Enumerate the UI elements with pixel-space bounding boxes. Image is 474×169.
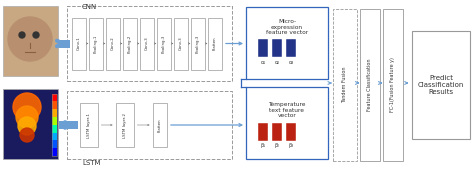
Text: Flatten: Flatten	[158, 118, 162, 132]
Text: β₁: β₁	[261, 143, 265, 149]
Bar	[52, 125, 57, 133]
Bar	[191, 18, 205, 69]
Bar	[67, 6, 232, 81]
Bar	[52, 133, 57, 140]
Bar	[333, 9, 357, 161]
Bar	[360, 9, 380, 161]
Bar	[157, 18, 171, 69]
Circle shape	[20, 128, 34, 142]
Circle shape	[19, 32, 25, 38]
Text: CNN: CNN	[82, 4, 97, 10]
Text: Micro-
expression
feature vector: Micro- expression feature vector	[266, 19, 308, 35]
Circle shape	[13, 93, 41, 121]
Bar	[412, 31, 470, 139]
Bar	[383, 9, 403, 161]
Circle shape	[33, 32, 39, 38]
Bar	[140, 18, 154, 69]
Bar	[3, 6, 58, 76]
Text: Predict
Classification
Results: Predict Classification Results	[418, 75, 464, 95]
Text: Pooling-3: Pooling-3	[162, 34, 166, 53]
Text: Temperature
text feature
vector: Temperature text feature vector	[268, 102, 306, 118]
Bar	[246, 87, 328, 159]
Bar	[52, 148, 57, 156]
Text: α₁: α₁	[260, 59, 265, 65]
Bar	[52, 101, 57, 109]
Bar	[246, 7, 328, 79]
Text: Pooling-1: Pooling-1	[94, 34, 98, 53]
Bar	[106, 18, 120, 69]
Bar	[123, 18, 137, 69]
Bar	[59, 40, 70, 47]
Text: α₂: α₂	[274, 59, 280, 65]
Bar	[272, 123, 282, 141]
Circle shape	[16, 106, 38, 128]
Bar	[286, 39, 296, 57]
Text: FC-1(Fusion Feature y): FC-1(Fusion Feature y)	[391, 58, 395, 112]
Text: LSTM layer-1: LSTM layer-1	[87, 113, 91, 138]
Bar	[52, 94, 57, 156]
Text: β₃: β₃	[289, 143, 293, 149]
Bar	[174, 18, 188, 69]
Text: Pooling-2: Pooling-2	[128, 34, 132, 53]
Text: Tandem Fusion: Tandem Fusion	[343, 67, 347, 103]
Bar	[116, 103, 134, 147]
Bar	[67, 91, 232, 159]
Text: Pooling-3: Pooling-3	[196, 34, 200, 53]
Circle shape	[8, 17, 52, 61]
Circle shape	[18, 117, 36, 135]
Bar	[59, 121, 78, 129]
Bar	[3, 89, 58, 159]
Text: Conv-3: Conv-3	[145, 37, 149, 50]
Bar	[52, 117, 57, 125]
Bar	[258, 39, 268, 57]
Bar	[272, 39, 282, 57]
Text: LSTM: LSTM	[82, 160, 100, 166]
Bar	[80, 103, 98, 147]
Text: Conv-1: Conv-1	[77, 37, 81, 50]
Text: Conv-2: Conv-2	[111, 37, 115, 50]
Bar	[286, 123, 296, 141]
Text: Flatten: Flatten	[213, 37, 217, 50]
Text: LSTM layer-2: LSTM layer-2	[123, 113, 127, 138]
Bar	[52, 94, 57, 101]
Bar	[52, 140, 57, 148]
Bar	[258, 123, 268, 141]
Text: β₂: β₂	[274, 143, 280, 149]
Bar	[89, 18, 103, 69]
Bar	[153, 103, 167, 147]
Text: α₃: α₃	[288, 59, 293, 65]
Bar	[208, 18, 222, 69]
Text: Feature Classification: Feature Classification	[367, 59, 373, 111]
Bar	[52, 109, 57, 117]
Text: Conv-3: Conv-3	[179, 37, 183, 50]
Bar	[72, 18, 86, 69]
